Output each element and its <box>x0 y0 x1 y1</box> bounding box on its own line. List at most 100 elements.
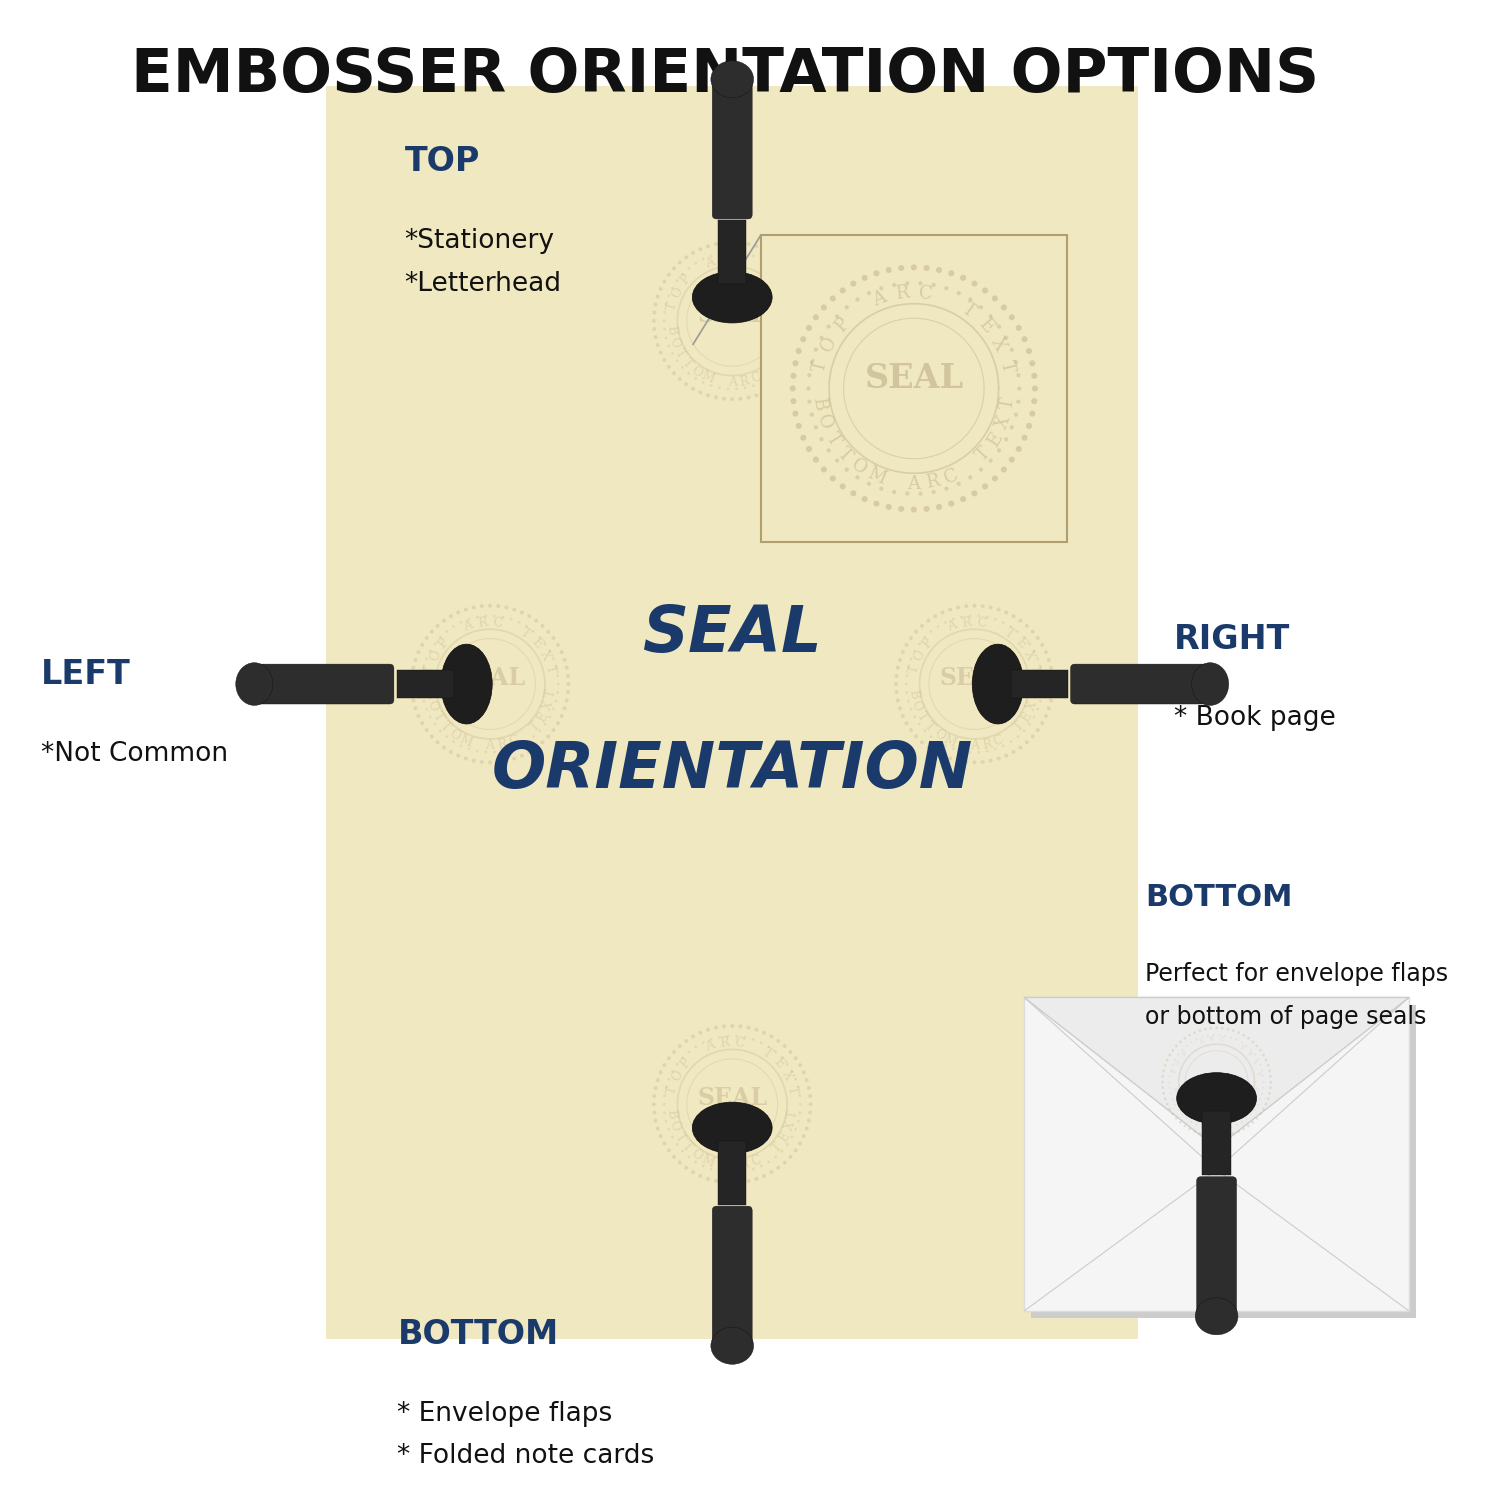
Circle shape <box>986 615 988 618</box>
Text: T: T <box>544 688 558 699</box>
Text: O: O <box>666 336 682 350</box>
Text: P: P <box>436 636 451 651</box>
Circle shape <box>422 674 424 676</box>
Circle shape <box>668 1078 670 1080</box>
Text: C: C <box>734 252 746 267</box>
Circle shape <box>501 750 504 753</box>
Circle shape <box>798 1142 802 1146</box>
Circle shape <box>808 1094 812 1098</box>
Circle shape <box>656 294 660 298</box>
Circle shape <box>815 424 818 429</box>
Circle shape <box>566 674 570 678</box>
FancyBboxPatch shape <box>718 1140 747 1204</box>
Circle shape <box>752 1038 754 1041</box>
Circle shape <box>1198 1132 1202 1136</box>
Circle shape <box>692 387 694 390</box>
Text: Perfect for envelope flaps: Perfect for envelope flaps <box>1146 962 1449 986</box>
Circle shape <box>1262 1053 1264 1056</box>
Circle shape <box>440 636 441 639</box>
Circle shape <box>960 274 966 280</box>
Text: E: E <box>975 315 998 336</box>
Circle shape <box>945 286 948 291</box>
Circle shape <box>898 266 904 272</box>
Circle shape <box>1041 682 1044 686</box>
Circle shape <box>956 759 960 762</box>
Circle shape <box>735 387 738 390</box>
Circle shape <box>1246 1036 1250 1040</box>
Text: E: E <box>771 272 786 288</box>
Ellipse shape <box>693 272 772 322</box>
Circle shape <box>552 728 555 732</box>
Circle shape <box>1004 436 1008 441</box>
Circle shape <box>555 666 558 669</box>
Circle shape <box>1168 1076 1172 1077</box>
Circle shape <box>556 692 560 694</box>
Circle shape <box>672 1050 676 1054</box>
Circle shape <box>969 615 972 618</box>
Circle shape <box>687 267 690 270</box>
Circle shape <box>1032 374 1038 380</box>
Text: * Book page: * Book page <box>1174 705 1335 732</box>
Circle shape <box>1166 1102 1168 1106</box>
Circle shape <box>1168 1088 1172 1089</box>
Circle shape <box>726 1035 729 1038</box>
Circle shape <box>528 614 531 618</box>
Text: C: C <box>734 1036 746 1050</box>
Circle shape <box>796 1086 800 1089</box>
Circle shape <box>652 320 656 322</box>
Text: * Folded note cards: * Folded note cards <box>398 1443 654 1470</box>
Circle shape <box>670 1136 674 1138</box>
Circle shape <box>1227 1028 1228 1030</box>
Circle shape <box>1178 1053 1179 1056</box>
Circle shape <box>448 614 453 618</box>
Circle shape <box>435 624 439 628</box>
Circle shape <box>1030 630 1035 633</box>
Circle shape <box>789 1155 792 1158</box>
Circle shape <box>1198 1029 1202 1032</box>
Circle shape <box>896 666 900 669</box>
Circle shape <box>1250 1048 1252 1052</box>
Circle shape <box>798 310 801 314</box>
Text: M: M <box>864 465 888 489</box>
Circle shape <box>1188 1034 1191 1036</box>
Circle shape <box>1014 413 1019 417</box>
Circle shape <box>668 1128 670 1131</box>
Circle shape <box>1034 650 1035 652</box>
Circle shape <box>768 1161 770 1162</box>
Circle shape <box>426 657 427 660</box>
Circle shape <box>1010 741 1013 742</box>
Circle shape <box>786 279 789 282</box>
Circle shape <box>1010 348 1014 352</box>
Circle shape <box>1036 708 1040 711</box>
Circle shape <box>1240 1120 1244 1124</box>
Circle shape <box>948 756 952 760</box>
Bar <box>1024 998 1408 1311</box>
Circle shape <box>992 476 998 482</box>
FancyBboxPatch shape <box>712 75 752 219</box>
Circle shape <box>556 682 560 686</box>
Text: SEAL: SEAL <box>642 603 822 664</box>
Text: B: B <box>906 688 921 699</box>
Circle shape <box>1204 1028 1206 1030</box>
Circle shape <box>496 760 500 764</box>
Circle shape <box>879 486 884 490</box>
Circle shape <box>518 621 520 624</box>
Circle shape <box>930 630 933 633</box>
Circle shape <box>518 744 520 747</box>
Ellipse shape <box>1191 663 1228 705</box>
Circle shape <box>794 364 798 369</box>
Circle shape <box>658 286 663 291</box>
Circle shape <box>944 621 946 624</box>
Circle shape <box>664 303 668 304</box>
Circle shape <box>726 252 729 254</box>
Circle shape <box>768 262 770 264</box>
Circle shape <box>1236 1038 1238 1041</box>
Circle shape <box>738 242 742 244</box>
Circle shape <box>794 1149 798 1152</box>
Circle shape <box>940 753 945 758</box>
Circle shape <box>944 744 946 747</box>
Text: B: B <box>422 688 436 699</box>
Circle shape <box>1022 435 1028 441</box>
Circle shape <box>1016 446 1022 452</box>
Circle shape <box>663 320 666 322</box>
